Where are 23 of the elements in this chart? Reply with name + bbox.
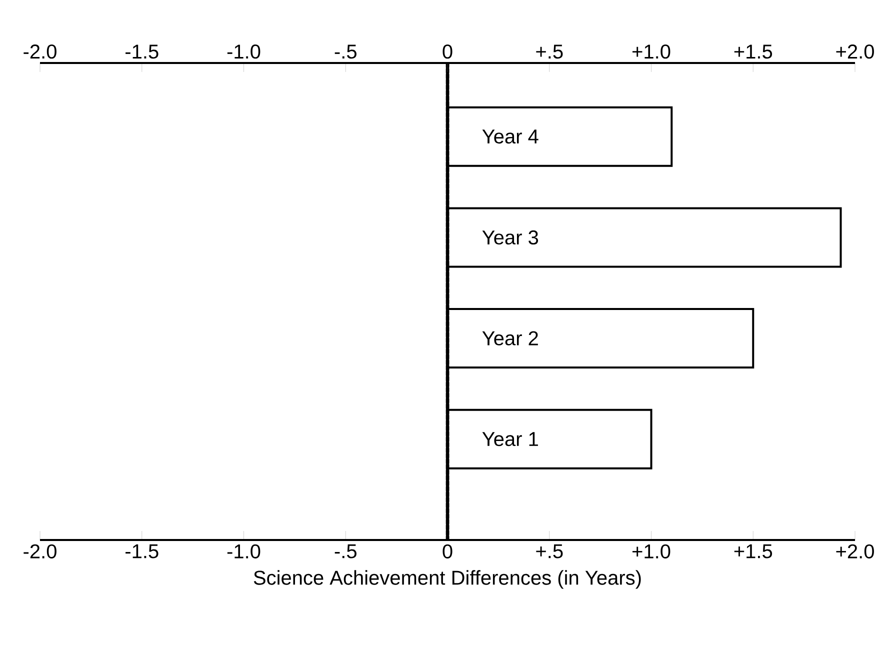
y-tick-label: Year 2 <box>482 331 538 346</box>
x-tick-label: +.5 <box>536 44 563 59</box>
x-tick-label: -1.5 <box>126 44 158 59</box>
x-tick-label: -.5 <box>334 44 356 59</box>
y-tick-label: Year 1 <box>482 432 538 446</box>
x2-tick-label: 0 <box>442 544 452 558</box>
x2-tick-label: -.5 <box>334 544 356 558</box>
x-axis-title: Science Achievement Differences (in Years) <box>254 570 641 589</box>
x2-tick-label: -2.0 <box>24 544 56 558</box>
x2-tick-label: -1.5 <box>126 544 158 558</box>
x2-tick-label: +2.0 <box>836 544 874 558</box>
x-tick-label: -1.0 <box>227 44 260 59</box>
y-tick-label: Year 4 <box>482 130 538 144</box>
x2-tick-label: +1.0 <box>632 544 670 558</box>
x-tick-label: +1.5 <box>734 44 772 59</box>
x-tick-label: 0 <box>442 44 452 59</box>
x-tick-label: -2.0 <box>24 44 56 59</box>
x2-tick-label: -1.0 <box>227 544 260 558</box>
x-tick-label: +2.0 <box>836 44 874 59</box>
y-tick-label: Year 3 <box>482 230 538 245</box>
x2-tick-label: +1.5 <box>734 544 772 558</box>
x-tick-label: +1.0 <box>632 44 670 59</box>
x2-tick-label: +.5 <box>536 544 563 558</box>
